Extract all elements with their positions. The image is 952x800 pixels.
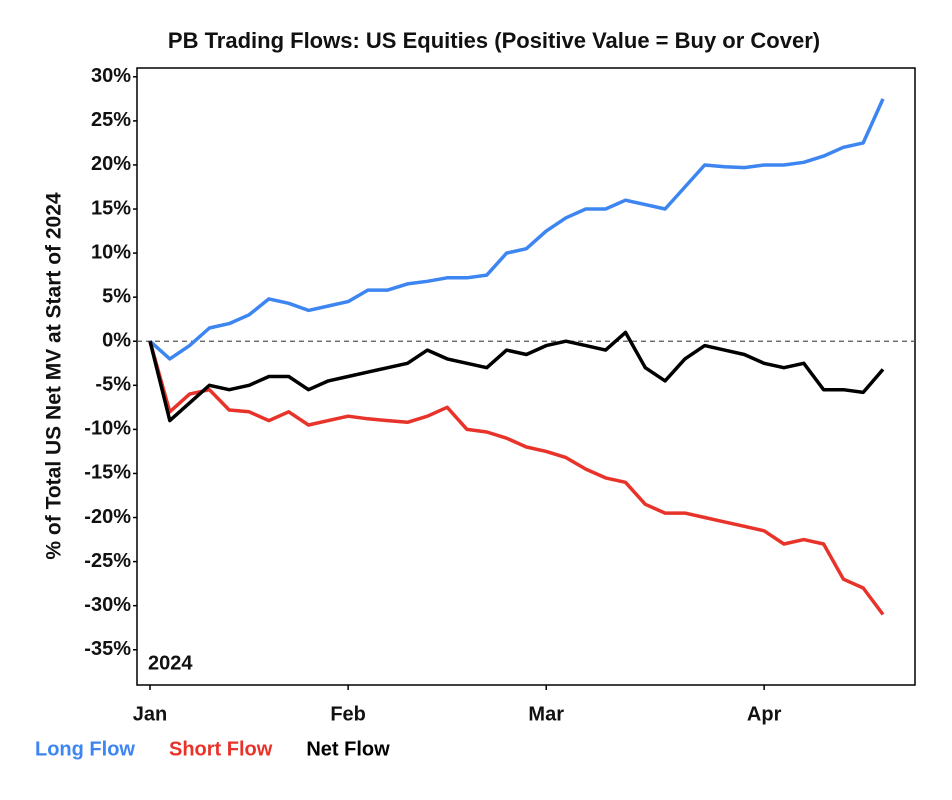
series-line bbox=[148, 330, 885, 423]
y-tick-label: 5% bbox=[102, 285, 131, 307]
y-tick-label: 10% bbox=[91, 241, 131, 263]
x-tick-label: Feb bbox=[330, 703, 366, 725]
x-tick-label: Mar bbox=[528, 703, 564, 725]
y-tick-label: -30% bbox=[84, 594, 131, 616]
x-tick-label: Jan bbox=[133, 703, 167, 725]
chart-title: PB Trading Flows: US Equities (Positive … bbox=[168, 28, 820, 53]
y-tick-label: -35% bbox=[84, 638, 131, 660]
y-tick-label: 15% bbox=[91, 197, 131, 219]
y-tick-label: -10% bbox=[84, 418, 131, 440]
y-tick-label: -15% bbox=[84, 462, 131, 484]
annotation: 2024 bbox=[148, 652, 193, 674]
series-line bbox=[148, 98, 885, 361]
y-tick-label: -25% bbox=[84, 550, 131, 572]
x-tick-label: Apr bbox=[747, 703, 782, 725]
y-tick-label: 30% bbox=[91, 65, 131, 87]
plot-frame bbox=[136, 67, 916, 686]
legend-entry: Short Flow bbox=[169, 738, 273, 760]
y-axis-label: % of Total US Net MV at Start of 2024 bbox=[43, 192, 66, 559]
y-tick-label: 0% bbox=[102, 330, 131, 352]
y-tick-label: -20% bbox=[84, 506, 131, 528]
legend-entry: Net Flow bbox=[306, 738, 390, 760]
legend-entry: Long Flow bbox=[35, 738, 135, 760]
y-tick-label: 20% bbox=[91, 153, 131, 175]
series-line bbox=[148, 340, 885, 616]
y-tick-label: -5% bbox=[95, 374, 131, 396]
y-tick-label: 25% bbox=[91, 109, 131, 131]
